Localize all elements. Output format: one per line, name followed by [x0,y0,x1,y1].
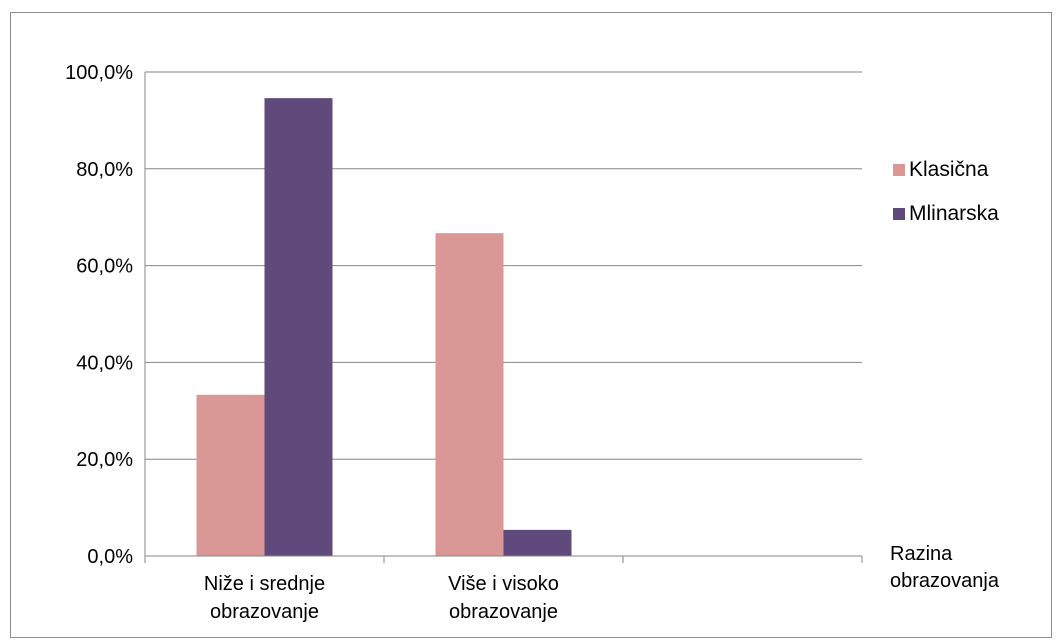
legend-swatch-mlinarska [893,208,905,220]
y-tick-label: 0,0% [87,546,133,568]
legend-label-mlinarska: Mlinarska [909,202,999,225]
x-category-label: Niže i srednje [204,573,325,595]
x-axis-title: obrazovanja [890,570,1000,592]
x-category-label: obrazovanje [210,601,319,623]
x-category-label: Više i visoko [448,573,559,595]
y-tick-label: 60,0% [76,256,133,278]
y-tick-label: 100,0% [65,62,133,84]
y-tick-label: 20,0% [76,449,133,471]
x-axis-title: Razina [890,543,953,565]
bar-mlinarska-2 [503,529,572,556]
bar-klasična-1 [196,394,265,556]
legend-label-klasična: Klasična [909,158,989,181]
legend-swatch-klasična [893,164,905,176]
bar-mlinarska-1 [264,98,333,557]
x-category-label: obrazovanje [449,601,558,623]
y-tick-label: 40,0% [76,352,133,374]
bar-klasična-2 [435,233,504,556]
y-tick-label: 80,0% [76,159,133,181]
